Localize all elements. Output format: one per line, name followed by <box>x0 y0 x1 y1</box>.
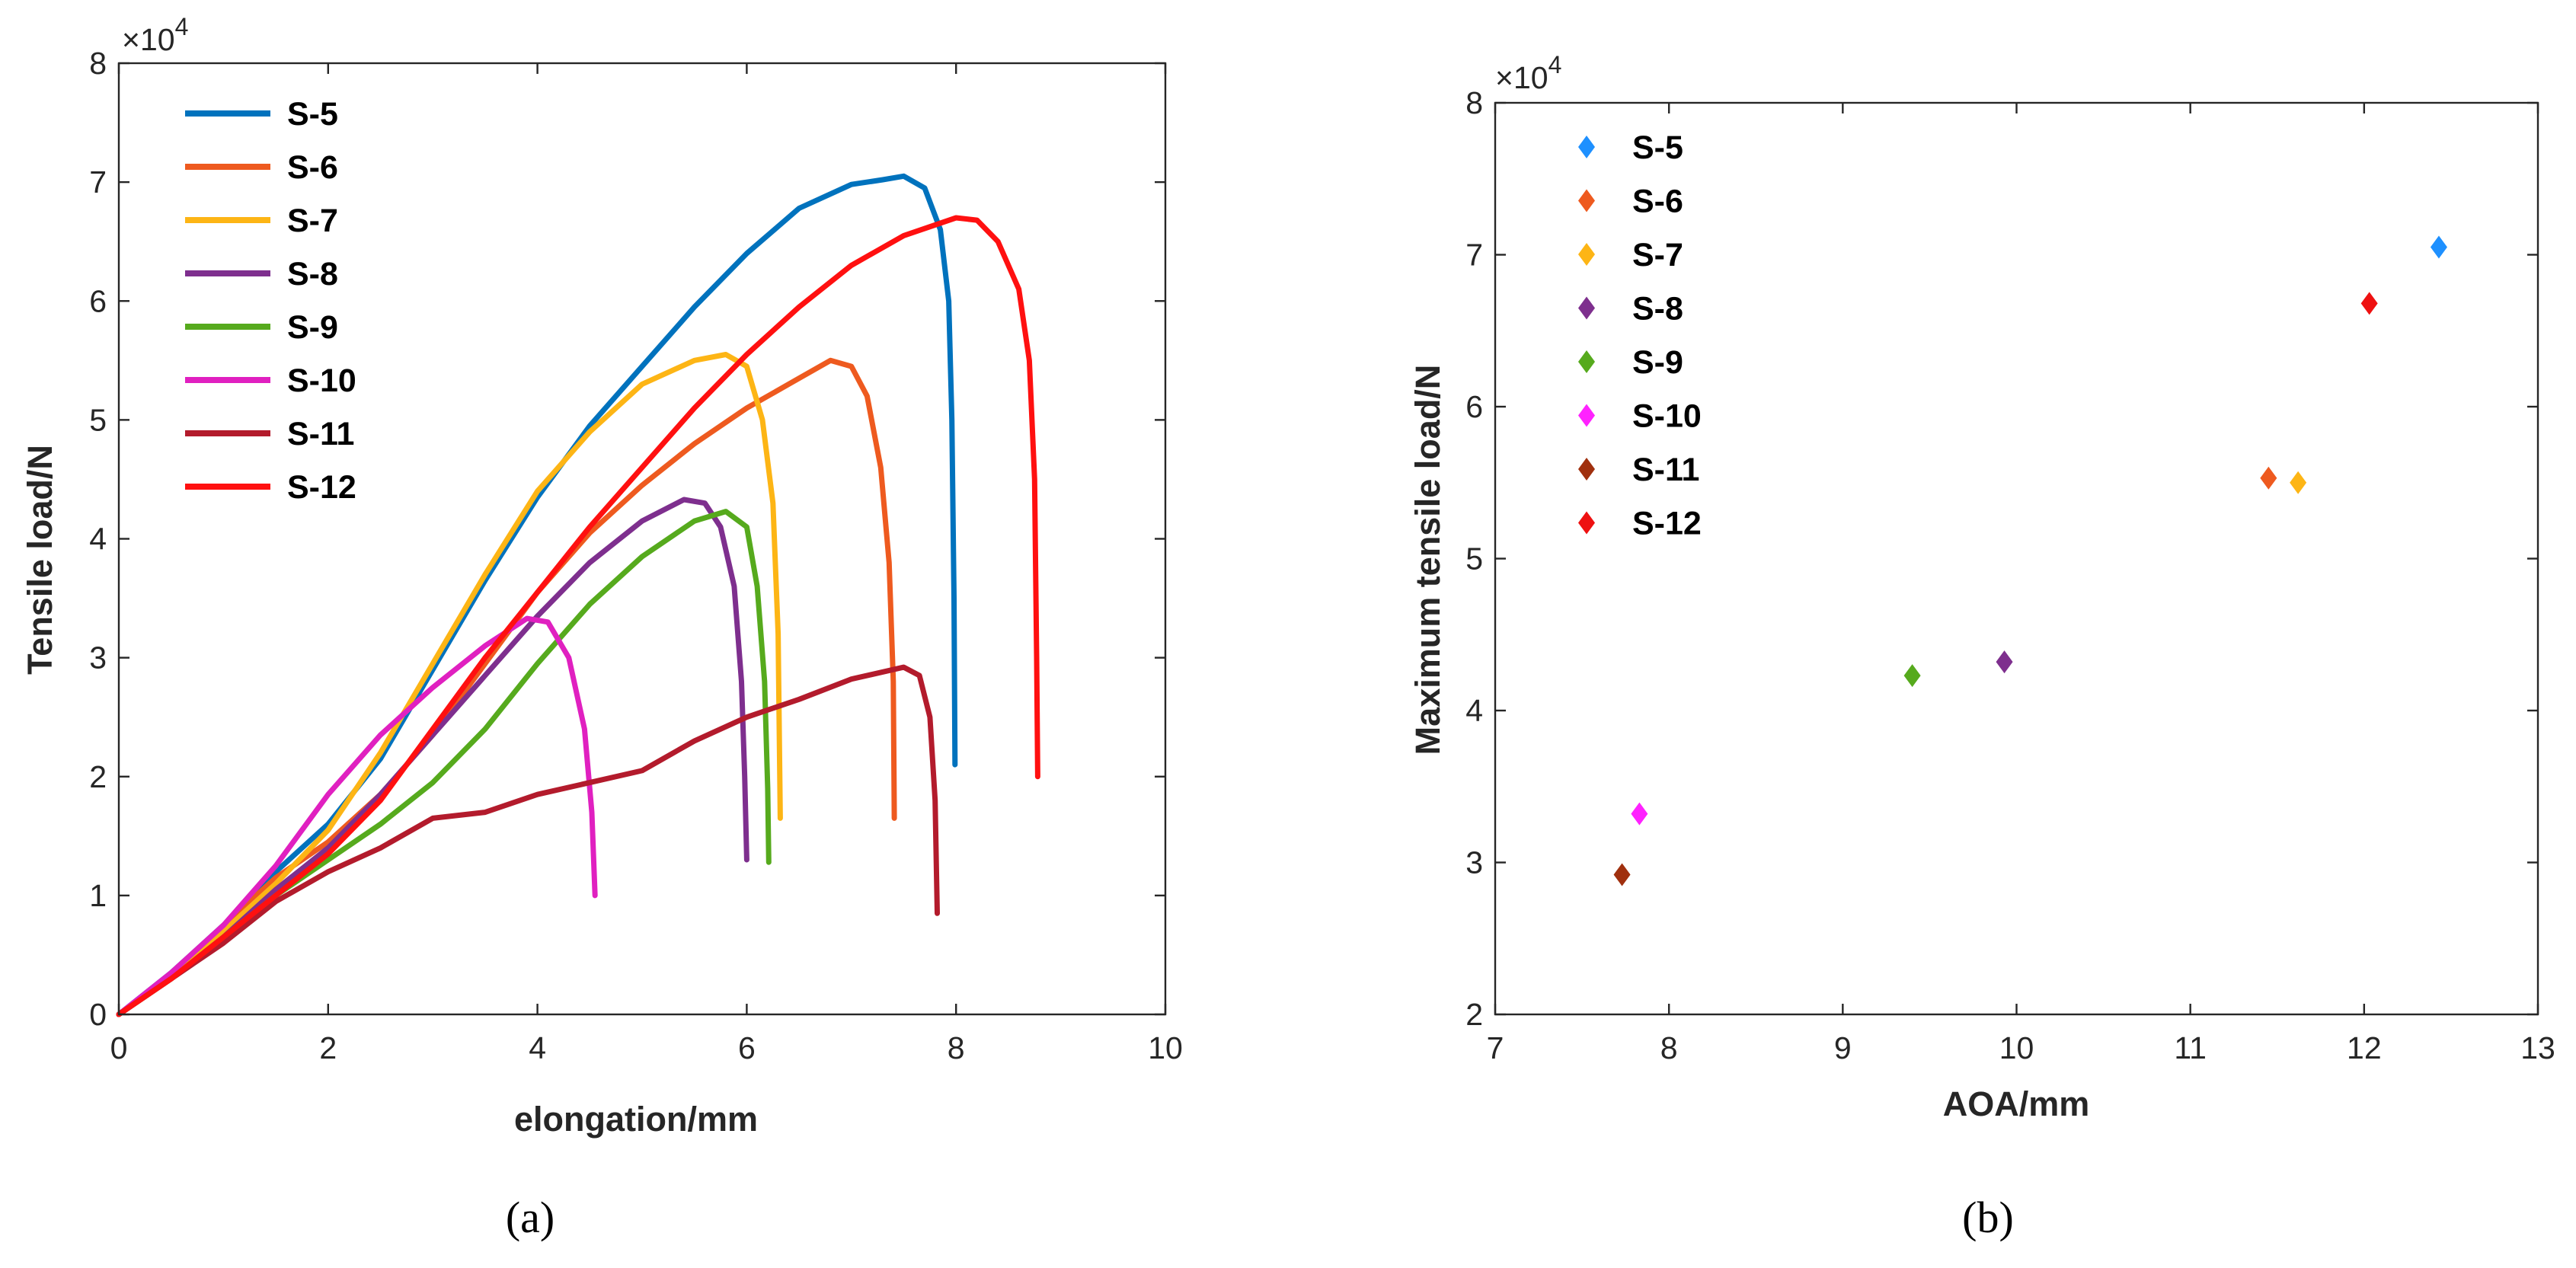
scatter-point-s-10 <box>1631 802 1648 826</box>
chart-a-x-axis-title: elongation/mm <box>514 1100 758 1139</box>
legend-label-s-11: S-11 <box>1632 452 1699 488</box>
chart-a-x-tick-label: 2 <box>319 1030 337 1065</box>
legend-label-s-11: S-11 <box>287 416 354 452</box>
chart-a-legend: S-5 S-6 S-7 S-8 S-9 S-10 S-11 S-12 <box>185 96 356 506</box>
chart-b-y-exponent: ×104 <box>1495 51 1561 95</box>
legend-marker-s-10 <box>1578 404 1595 427</box>
chart-b-legend: S-5 S-6 S-7 S-8 S-9 S-10 S-11 S-12 <box>1578 129 1702 542</box>
legend-label-s-7: S-7 <box>287 203 338 239</box>
chart-a-ticks: 0 2 4 6 8 10 0 1 2 3 4 5 6 7 8 <box>89 46 1183 1065</box>
legend-label-s-7: S-7 <box>1632 237 1683 273</box>
chart-a-y-tick-label: 7 <box>89 164 107 200</box>
legend-label-s-6: S-6 <box>1632 184 1683 220</box>
scatter-point-s-9 <box>1903 664 1921 688</box>
legend-label-s-8: S-8 <box>1632 291 1683 327</box>
chart-a-x-tick-label: 10 <box>1148 1030 1183 1065</box>
chart-a-y-tick-label: 5 <box>89 402 107 437</box>
series-line-s-10 <box>116 615 598 1017</box>
chart-b-x-tick-label: 12 <box>2347 1030 2382 1065</box>
chart-b-x-tick-label: 11 <box>2174 1030 2207 1065</box>
legend-label-s-10: S-10 <box>1632 398 1702 435</box>
chart-a-y-tick-label: 1 <box>89 878 107 913</box>
chart-b-x-axis-title: AOA/mm <box>1943 1084 2090 1123</box>
chart-a-y-tick-label: 6 <box>89 283 107 318</box>
legend-label-s-6: S-6 <box>287 149 338 186</box>
chart-b-y-tick-label: 4 <box>1465 693 1483 728</box>
chart-b-x-tick-label: 13 <box>2520 1030 2555 1065</box>
scatter-point-s-7 <box>2290 471 2307 494</box>
chart-b-y-exponent-sup: 4 <box>1548 51 1562 78</box>
chart-a-y-tick-label: 4 <box>89 522 107 557</box>
chart-b-x-tick-label: 8 <box>1660 1030 1678 1065</box>
legend-marker-s-12 <box>1578 511 1595 535</box>
chart-a-x-tick-label: 8 <box>948 1030 965 1065</box>
scatter-point-s-6 <box>2260 466 2277 490</box>
chart-b-y-tick-label: 2 <box>1465 997 1483 1032</box>
legend-label-s-10: S-10 <box>287 363 356 399</box>
legend-label-s-12: S-12 <box>1632 506 1702 542</box>
chart-b-x-tick-label: 9 <box>1834 1030 1852 1065</box>
chart-a-y-multiplier: ×10 <box>122 22 175 57</box>
chart-b-y-tick-label: 5 <box>1465 541 1483 577</box>
legend-marker-s-7 <box>1578 243 1595 266</box>
chart-b-x-tick-label: 7 <box>1487 1030 1504 1065</box>
legend-label-s-5: S-5 <box>1632 129 1683 166</box>
series-line-s-8 <box>116 497 749 1017</box>
chart-a-panel-label: (a) <box>506 1193 555 1242</box>
chart-b-x-tick-label: 10 <box>1999 1030 2034 1065</box>
chart-b-y-axis-title: Maximum tensile load/N <box>1408 365 1447 755</box>
series-line-s-5 <box>116 173 958 1017</box>
series-line-s-12 <box>116 215 1040 1017</box>
chart-b-y-multiplier: ×10 <box>1495 60 1548 95</box>
legend-label-s-12: S-12 <box>287 469 356 506</box>
legend-label-s-8: S-8 <box>287 256 338 292</box>
chart-b-y-tick-label: 6 <box>1465 389 1483 424</box>
chart-a-y-tick-label: 2 <box>89 759 107 794</box>
series-line-s-7 <box>116 352 783 1017</box>
chart-a-y-exponent-sup: 4 <box>175 13 189 40</box>
chart-a-y-exponent: ×104 <box>122 13 188 57</box>
legend-marker-s-8 <box>1578 296 1595 320</box>
chart-a-y-tick-label: 0 <box>89 997 107 1032</box>
chart-b-y-tick-label: 8 <box>1465 85 1483 120</box>
chart-a-curves <box>116 173 1040 1017</box>
chart-a-x-tick-label: 4 <box>529 1030 546 1065</box>
chart-a-y-axis-title: Tensile load/N <box>21 445 59 675</box>
scatter-point-s-12 <box>2360 292 2378 315</box>
legend-marker-s-6 <box>1578 189 1595 212</box>
legend-label-s-9: S-9 <box>287 309 338 346</box>
scatter-point-s-11 <box>1613 863 1631 886</box>
legend-marker-s-11 <box>1578 458 1595 481</box>
chart-b-ticks: 7 8 9 10 11 12 13 2 3 4 5 6 7 8 <box>1465 85 2555 1065</box>
series-line-s-11 <box>116 664 940 1017</box>
scatter-point-s-8 <box>1996 650 2013 674</box>
legend-marker-s-9 <box>1578 350 1595 373</box>
chart-b-y-tick-label: 3 <box>1465 845 1483 880</box>
scatter-point-s-5 <box>2430 235 2447 259</box>
chart-a-x-tick-label: 6 <box>738 1030 756 1065</box>
chart-a-x-tick-label: 0 <box>110 1030 128 1065</box>
chart-b-y-tick-label: 7 <box>1465 238 1483 273</box>
legend-label-s-9: S-9 <box>1632 344 1683 381</box>
chart-a-y-tick-label: 8 <box>89 46 107 81</box>
chart-b-panel-label: (b) <box>1962 1193 2014 1242</box>
chart-a-y-tick-label: 3 <box>89 640 107 676</box>
chart-b-points <box>1613 235 2447 886</box>
legend-marker-s-5 <box>1578 136 1595 158</box>
legend-label-s-5: S-5 <box>287 96 338 133</box>
